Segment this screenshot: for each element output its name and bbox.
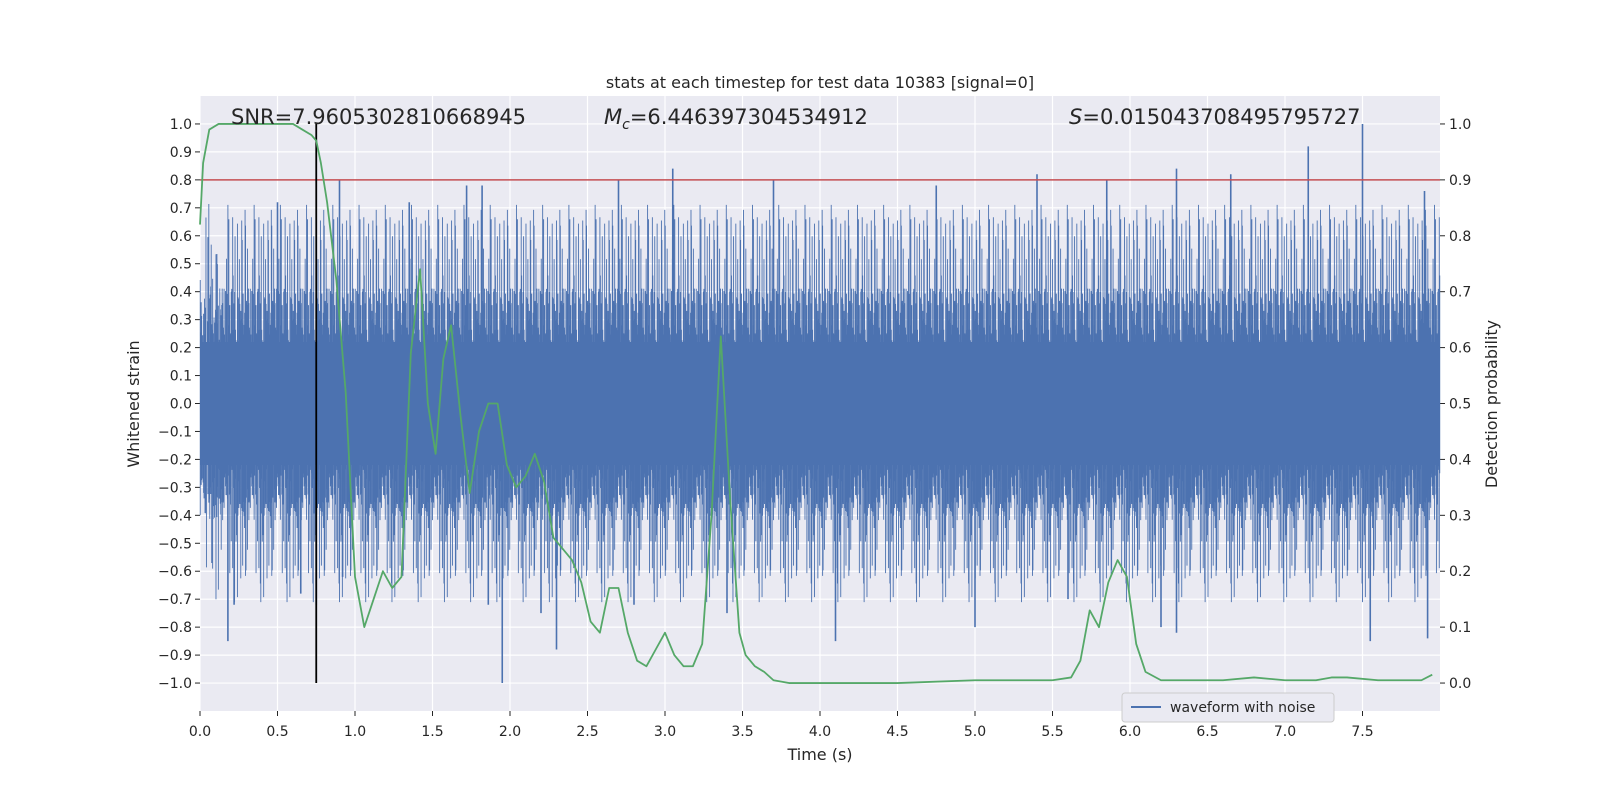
y-right-axis-ticks: 1.0 0.9 0.8 0.7 0.6 0.5 0.4 0.3 0.2 0.1 0.0 xyxy=(1440,117,1471,692)
y-left-tick-label: −0.5 xyxy=(158,536,192,552)
y-left-tick-label: −0.2 xyxy=(158,452,192,468)
y-left-tick-label: −0.3 xyxy=(158,480,192,496)
probability-line xyxy=(199,123,1433,684)
x-tick-label: 6.5 xyxy=(1196,724,1218,740)
x-tick-label: 2.0 xyxy=(499,724,521,740)
y-left-axis-label: Whitened strain xyxy=(124,340,143,467)
x-tick-label: 4.5 xyxy=(886,724,908,740)
s-annotation: S=0.015043708495795727 xyxy=(1069,105,1360,129)
legend-box xyxy=(1121,692,1335,723)
x-tick-label: 6.0 xyxy=(1119,724,1141,740)
y-right-tick-label: 0.4 xyxy=(1449,452,1471,468)
y-right-tick-label: 0.2 xyxy=(1449,564,1471,580)
y-left-tick-label: 0.2 xyxy=(170,341,192,357)
y-left-tick-label: 0.6 xyxy=(170,229,192,245)
overlay-lines xyxy=(200,123,1440,684)
x-tick-label: 1.0 xyxy=(344,724,366,740)
x-tick-label: 5.0 xyxy=(964,724,986,740)
y-right-tick-label: 1.0 xyxy=(1449,117,1471,133)
y-left-axis-ticks: 1.0 0.9 0.8 0.7 0.6 0.5 0.4 0.3 0.2 0.1 0.0 −0.1 −0.… xyxy=(158,117,200,692)
x-axis-label: Time (s) xyxy=(786,745,852,764)
y-right-axis-label: Detection probability xyxy=(1482,320,1501,488)
legend: waveform with noise xyxy=(1121,692,1335,723)
legend-label-waveform: waveform with noise xyxy=(1170,700,1315,716)
x-tick-label: 7.5 xyxy=(1351,724,1373,740)
snr-annotation: SNR=7.9605302810668945 xyxy=(231,105,526,129)
x-tick-label: 5.5 xyxy=(1041,724,1063,740)
y-left-tick-label: 0.8 xyxy=(170,173,192,189)
mc-value: =6.446397304534912 xyxy=(630,105,868,129)
y-left-tick-label: −0.9 xyxy=(158,648,192,664)
y-right-tick-label: 0.7 xyxy=(1449,285,1471,301)
y-right-tick-label: 0.3 xyxy=(1449,508,1471,524)
y-left-tick-label: 0.7 xyxy=(170,201,192,217)
y-right-tick-label: 0.6 xyxy=(1449,341,1471,357)
x-tick-label: 3.0 xyxy=(654,724,676,740)
waveform-core-band xyxy=(200,342,1440,465)
y-left-tick-label: 0.5 xyxy=(170,257,192,273)
y-left-tick-label: 1.0 xyxy=(170,117,192,133)
mc-subscript: c xyxy=(622,117,630,133)
y-left-tick-label: 0.0 xyxy=(170,397,192,413)
y-left-tick-label: −0.6 xyxy=(158,564,192,580)
y-left-tick-label: 0.9 xyxy=(170,145,192,161)
s-value: =0.015043708495795727 xyxy=(1082,105,1360,129)
s-symbol: S xyxy=(1069,105,1082,129)
y-right-tick-label: 0.5 xyxy=(1449,397,1471,413)
y-right-tick-label: 0.1 xyxy=(1449,620,1471,636)
y-left-tick-label: −0.4 xyxy=(158,508,192,524)
mc-symbol: M xyxy=(604,105,622,129)
x-tick-label: 7.0 xyxy=(1274,724,1296,740)
probability-series xyxy=(199,123,1433,684)
y-right-tick-label: 0.0 xyxy=(1449,676,1471,692)
x-tick-label: 0.0 xyxy=(189,724,211,740)
x-tick-label: 4.0 xyxy=(809,724,831,740)
x-tick-label: 0.5 xyxy=(266,724,288,740)
y-left-tick-label: 0.3 xyxy=(170,313,192,329)
y-left-tick-label: −0.7 xyxy=(158,592,192,608)
x-tick-label: 2.5 xyxy=(576,724,598,740)
chart-title: stats at each timestep for test data 103… xyxy=(606,73,1034,92)
y-left-tick-label: −1.0 xyxy=(158,676,192,692)
x-tick-label: 3.5 xyxy=(731,724,753,740)
y-left-tick-label: −0.8 xyxy=(158,620,192,636)
x-tick-label: 1.5 xyxy=(421,724,443,740)
y-left-tick-label: 0.1 xyxy=(170,369,192,385)
x-axis-ticks: 0.0 0.5 1.0 1.5 2.0 2.5 3.0 3.5 4.0 4.5 5.0 5.5 6.0 6… xyxy=(189,711,1374,740)
y-right-tick-label: 0.8 xyxy=(1449,229,1471,245)
mc-annotation: Mc=6.446397304534912 xyxy=(604,105,868,133)
y-left-tick-label: 0.4 xyxy=(170,285,192,301)
y-right-tick-label: 0.9 xyxy=(1449,173,1471,189)
y-left-tick-label: −0.1 xyxy=(158,424,192,440)
